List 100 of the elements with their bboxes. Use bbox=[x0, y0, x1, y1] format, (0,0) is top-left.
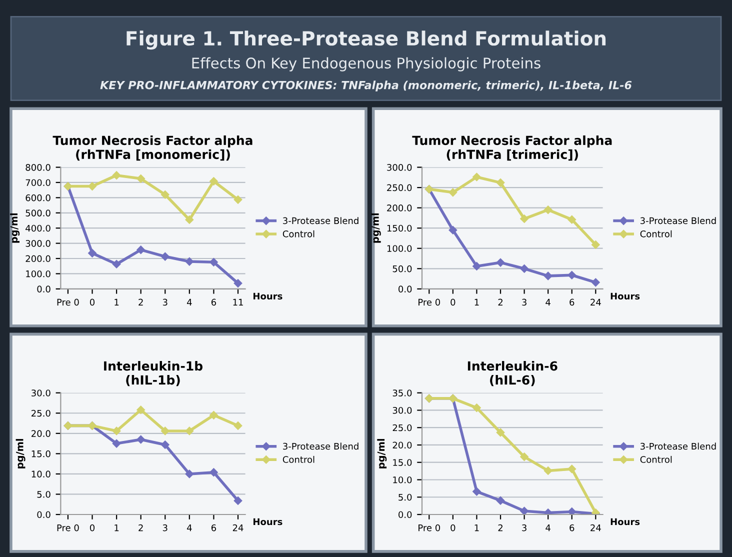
y-tick-label: 30.0 bbox=[32, 390, 50, 396]
legend-label: 3-Protease Blend bbox=[283, 442, 358, 450]
y-axis-title: pg/ml bbox=[16, 439, 26, 468]
x-tick-label: 6 bbox=[570, 298, 574, 306]
x-tick-label: 6 bbox=[211, 524, 216, 532]
x-tick-label: Pre 0 bbox=[57, 298, 79, 306]
x-tick-label: 2 bbox=[498, 298, 502, 306]
point bbox=[185, 257, 194, 266]
legend-label: 3-Protease Blend bbox=[283, 217, 358, 224]
point bbox=[112, 439, 121, 448]
point bbox=[161, 252, 170, 261]
x-tick-label: 1 bbox=[474, 524, 479, 532]
y-tick-label: 10.0 bbox=[32, 470, 50, 478]
point bbox=[112, 426, 121, 436]
y-tick-label: 300.0 bbox=[26, 240, 50, 247]
y-tick-label: 30.0 bbox=[392, 406, 412, 414]
legend-label: Control bbox=[282, 456, 314, 463]
y-tick-label: 500.0 bbox=[26, 210, 50, 216]
x-tick-label: 24 bbox=[232, 524, 244, 532]
x-tick-label: 1 bbox=[474, 298, 479, 306]
point bbox=[136, 246, 145, 254]
y-tick-label: 50.0 bbox=[392, 265, 412, 272]
point bbox=[88, 182, 96, 190]
x-tick-label: 6 bbox=[570, 524, 574, 532]
y-axis-title: pg/ml bbox=[371, 213, 381, 243]
x-tick-label: 6 bbox=[211, 298, 216, 306]
point bbox=[136, 174, 145, 183]
x-tick-label: 3 bbox=[522, 524, 526, 532]
x-tick-label: Pre 0 bbox=[418, 298, 440, 306]
text: KEY PRO-INFLAMMATORY CYTOKINES: TNFalpha (monomeric, trimeric), IL-1beta, IL-6 bbox=[100, 80, 632, 92]
y-tick-label: 250.0 bbox=[387, 184, 412, 192]
legend-label: 3-Protease Blend bbox=[640, 442, 716, 450]
point bbox=[496, 258, 505, 267]
legend-label: Control bbox=[640, 230, 672, 238]
point bbox=[234, 496, 242, 505]
chart-title: Tumor Necrosis Factor alpha (rhTNFa [monomeric]) bbox=[52, 135, 252, 161]
y-tick-label: 0.0 bbox=[398, 286, 412, 292]
point bbox=[472, 172, 481, 182]
legend-label: Control bbox=[640, 456, 672, 463]
point bbox=[520, 264, 528, 273]
y-tick-label: 700.0 bbox=[26, 179, 50, 186]
x-axis-title: Hours bbox=[254, 292, 282, 300]
point bbox=[520, 214, 528, 223]
point bbox=[448, 226, 458, 234]
point bbox=[568, 508, 576, 514]
x-tick-label: 2 bbox=[498, 524, 502, 532]
y-tick-label: 400.0 bbox=[26, 224, 50, 232]
y-tick-label: 300.0 bbox=[387, 164, 412, 171]
chart-title: Tumor Necrosis Factor alpha (rhTNFa [trimeric]) bbox=[412, 135, 612, 161]
point bbox=[592, 278, 600, 287]
point bbox=[496, 496, 505, 505]
x-tick-label: 3 bbox=[162, 298, 168, 306]
x-tick-label: 2 bbox=[138, 298, 143, 306]
x-axis-title: Hours bbox=[610, 292, 640, 300]
x-tick-label: Pre 0 bbox=[57, 524, 79, 532]
point bbox=[210, 468, 218, 476]
y-tick-label: 25.0 bbox=[392, 424, 412, 432]
y-tick-label: 5.0 bbox=[37, 490, 50, 498]
point bbox=[496, 178, 505, 187]
x-tick-label: 3 bbox=[522, 298, 526, 306]
y-axis-title: pg/ml bbox=[10, 213, 20, 243]
point bbox=[112, 260, 121, 268]
x-tick-label: 1 bbox=[114, 298, 119, 306]
x-tick-label: 4 bbox=[186, 524, 192, 532]
point bbox=[472, 262, 481, 270]
point bbox=[112, 171, 121, 180]
text: Effects On Key Endogenous Physiologic Proteins bbox=[192, 57, 540, 72]
point bbox=[185, 216, 194, 224]
point bbox=[210, 177, 218, 186]
x-tick-label: 0 bbox=[90, 298, 95, 306]
x-tick-label: 4 bbox=[546, 524, 550, 532]
point bbox=[210, 411, 218, 420]
point bbox=[136, 406, 145, 414]
point bbox=[161, 440, 170, 449]
point bbox=[544, 206, 552, 214]
y-tick-label: 200.0 bbox=[26, 255, 50, 262]
point bbox=[185, 470, 194, 478]
chart-title: Interleukin-6 (hIL-6) bbox=[468, 361, 558, 386]
y-tick-label: 15.0 bbox=[32, 450, 50, 458]
x-tick-label: 3 bbox=[162, 524, 168, 532]
point bbox=[234, 279, 242, 288]
y-tick-label: 150.0 bbox=[387, 224, 412, 232]
x-tick-label: 24 bbox=[590, 298, 601, 306]
point bbox=[544, 466, 552, 475]
y-tick-label: 35.0 bbox=[392, 390, 412, 396]
point bbox=[136, 435, 145, 444]
y-tick-label: 0.0 bbox=[37, 286, 50, 292]
x-tick-label: 0 bbox=[450, 298, 456, 306]
x-tick-label: 11 bbox=[233, 298, 243, 306]
point bbox=[520, 452, 528, 461]
point bbox=[185, 426, 194, 436]
point bbox=[592, 240, 600, 249]
y-tick-label: 200.0 bbox=[387, 204, 412, 212]
x-tick-label: 4 bbox=[186, 298, 192, 306]
y-tick-label: 25.0 bbox=[32, 410, 50, 417]
point bbox=[210, 258, 218, 266]
point bbox=[568, 464, 576, 474]
y-axis-title: pg/ml bbox=[377, 439, 387, 468]
point bbox=[472, 487, 481, 496]
y-tick-label: 20.0 bbox=[32, 430, 50, 437]
